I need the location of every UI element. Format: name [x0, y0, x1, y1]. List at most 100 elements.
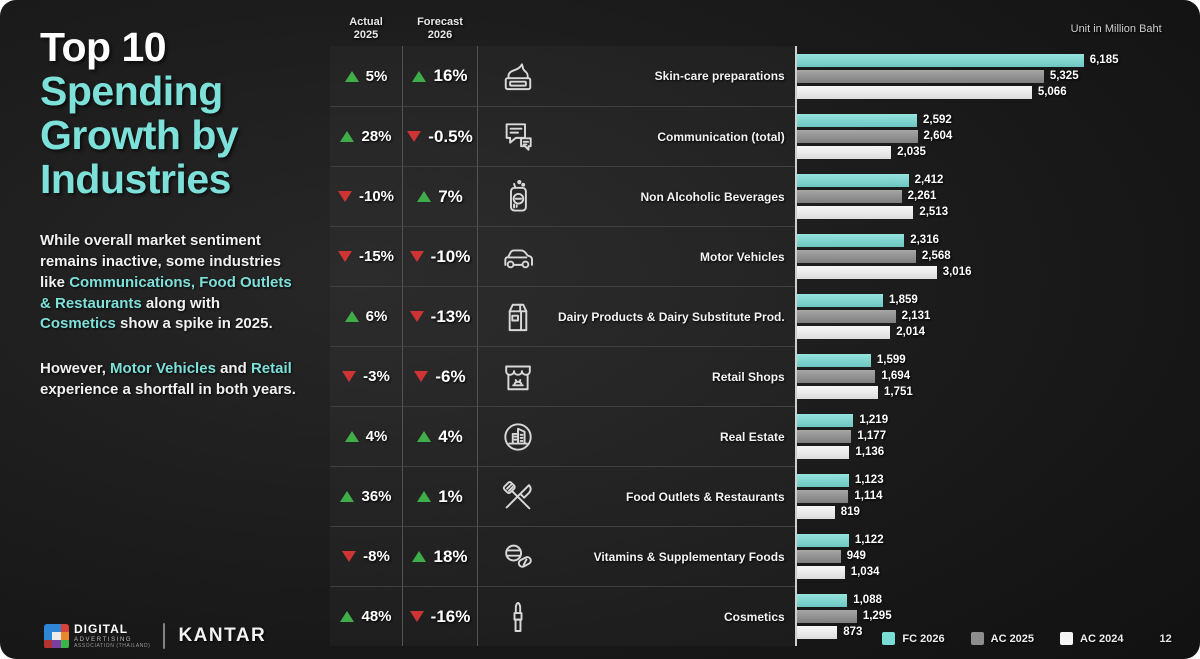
- forecast-2026-cell: -0.5%: [402, 106, 478, 166]
- bar: [796, 369, 876, 383]
- bar: [796, 189, 902, 203]
- bar-value-label: 5,325: [1049, 70, 1079, 82]
- actual-2025-cell: 6%: [330, 286, 402, 346]
- bar-value-label: 1,599: [876, 354, 906, 366]
- forecast-2026-cell: 7%: [402, 166, 478, 226]
- bar-group: 1,123 1,114 819: [794, 466, 1200, 526]
- forecast-2026-value: 16%: [433, 66, 468, 85]
- bar-group: 6,185 5,325 5,066: [794, 46, 1200, 106]
- trend-triangle-icon: [407, 131, 422, 142]
- bar-line: 1,859: [796, 293, 918, 307]
- industry-row: 36% 1% Food Outlets & Restaurants 1,123 1…: [330, 466, 1200, 526]
- bar: [796, 533, 849, 547]
- bar-value-label: 5,066: [1037, 86, 1067, 98]
- bar-line: 1,122: [796, 533, 884, 547]
- bar: [796, 473, 849, 487]
- unit-label: Unit in Million Baht: [1070, 23, 1162, 35]
- bar-line: 1,136: [796, 445, 884, 459]
- trend-triangle-icon: [340, 491, 355, 502]
- sidebar: Top 10 Spending Growth by Industries Whi…: [0, 0, 330, 659]
- legend-item-ac-2024: AC 2024: [1060, 632, 1123, 645]
- trend-triangle-icon: [342, 551, 357, 562]
- trend-triangle-icon: [417, 431, 432, 442]
- bar: [796, 265, 937, 279]
- bar-group: 2,412 2,261 2,513: [794, 166, 1200, 226]
- actual-2025-value: -8%: [363, 548, 390, 565]
- bar: [796, 113, 918, 127]
- industry-row: 4% 4% Real Estate 1,219 1,177 1,136: [330, 406, 1200, 466]
- actual-2025-value: 4%: [365, 428, 388, 445]
- car-icon: [478, 226, 558, 286]
- legend-swatch-ac-2024-icon: [1060, 632, 1074, 645]
- bar-line: 1,177: [796, 429, 886, 443]
- sidebar-paragraph-1: While overall market sentiment remains i…: [40, 232, 292, 333]
- daat-logo-icon: [44, 623, 69, 649]
- bar: [796, 325, 891, 339]
- bar-value-label: 2,604: [923, 130, 953, 142]
- bar-value-label: 1,219: [859, 414, 889, 426]
- page-title: Top 10 Spending Growth by Industries: [40, 24, 330, 202]
- industry-row: 6% -13% Dairy Products & Dairy Substitut…: [330, 286, 1200, 346]
- title-line-accent: Spending Growth by Industries: [40, 67, 239, 202]
- bar: [796, 429, 852, 443]
- sidebar-paragraph-2: However, Motor Vehicles and Retail exper…: [40, 359, 296, 398]
- pills-icon: [478, 526, 558, 586]
- industry-label: Skin-care preparations: [558, 46, 795, 106]
- legend-item-ac-2025: AC 2025: [970, 632, 1034, 645]
- forecast-2026-value: -16%: [430, 606, 471, 626]
- daat-logo-text: DIGITAL ADVERTISING ASSOCIATION (THAILAN…: [74, 622, 151, 649]
- trend-triangle-icon: [409, 251, 424, 262]
- industry-label: Vitamins & Supplementary Foods: [558, 526, 795, 586]
- bar-line: 1,751: [796, 385, 913, 399]
- bar-value-label: 2,592: [923, 114, 952, 126]
- industry-row: -3% -6% Retail Shops 1,599 1,694 1,751: [330, 346, 1200, 406]
- bar-line: 1,114: [796, 489, 883, 503]
- bar: [796, 233, 905, 247]
- industry-row: -8% 18% Vitamins & Supplementary Foods 1…: [330, 526, 1200, 586]
- buildings-circle-icon: [478, 406, 558, 466]
- industry-label: Real Estate: [558, 406, 795, 466]
- industry-label: Retail Shops: [558, 346, 795, 406]
- bar-line: 5,066: [796, 85, 1067, 99]
- milk-carton-icon: [478, 286, 558, 346]
- bar: [796, 593, 848, 607]
- bar: [796, 69, 1044, 83]
- bar-value-label: 1,123: [854, 474, 884, 486]
- bar-line: 2,513: [796, 205, 948, 219]
- forecast-2026-cell: -16%: [402, 586, 478, 646]
- forecast-2026-cell: 16%: [402, 46, 478, 106]
- bar: [796, 85, 1032, 99]
- bar-group: 1,219 1,177 1,136: [794, 406, 1200, 466]
- trend-triangle-icon: [414, 371, 429, 382]
- bar-value-label: 6,185: [1089, 54, 1119, 66]
- bar-line: 3,016: [796, 265, 972, 279]
- bar-value-label: 3,016: [942, 266, 972, 278]
- bar: [796, 129, 918, 143]
- page-number: 12: [1159, 632, 1172, 645]
- bar-value-label: 1,088: [853, 594, 882, 606]
- bar-value-label: 1,859: [889, 294, 918, 306]
- bar: [796, 565, 845, 579]
- forecast-2026-cell: 1%: [402, 466, 478, 526]
- bar-group: 2,592 2,604 2,035: [794, 106, 1200, 166]
- forecast-2026-value: -0.5%: [428, 126, 473, 146]
- bar: [796, 549, 841, 563]
- bar-value-label: 1,114: [854, 490, 883, 502]
- actual-2025-value: 5%: [365, 67, 388, 85]
- trend-triangle-icon: [412, 70, 427, 82]
- bar-value-label: 2,035: [897, 146, 926, 158]
- bar-group: 2,316 2,568 3,016: [794, 226, 1200, 286]
- title-line-top10: Top 10: [40, 24, 167, 70]
- bar-line: 1,088: [796, 593, 882, 607]
- forecast-2026-value: 4%: [438, 426, 463, 446]
- industry-row: 28% -0.5% Communication (total) 2,592 2,6…: [330, 106, 1200, 166]
- beverage-bottle-icon: [478, 166, 558, 226]
- fork-knife-icon: [478, 466, 558, 526]
- footer-divider: [163, 623, 166, 649]
- bar-value-label: 819: [840, 506, 860, 518]
- legend-item-fc-2026: FC 2026: [882, 632, 945, 645]
- bar-group: 1,599 1,694 1,751: [794, 346, 1200, 406]
- legend-swatch-fc-2026-icon: [882, 632, 896, 645]
- bar-line: 2,035: [796, 145, 926, 159]
- actual-2025-cell: -8%: [330, 526, 402, 586]
